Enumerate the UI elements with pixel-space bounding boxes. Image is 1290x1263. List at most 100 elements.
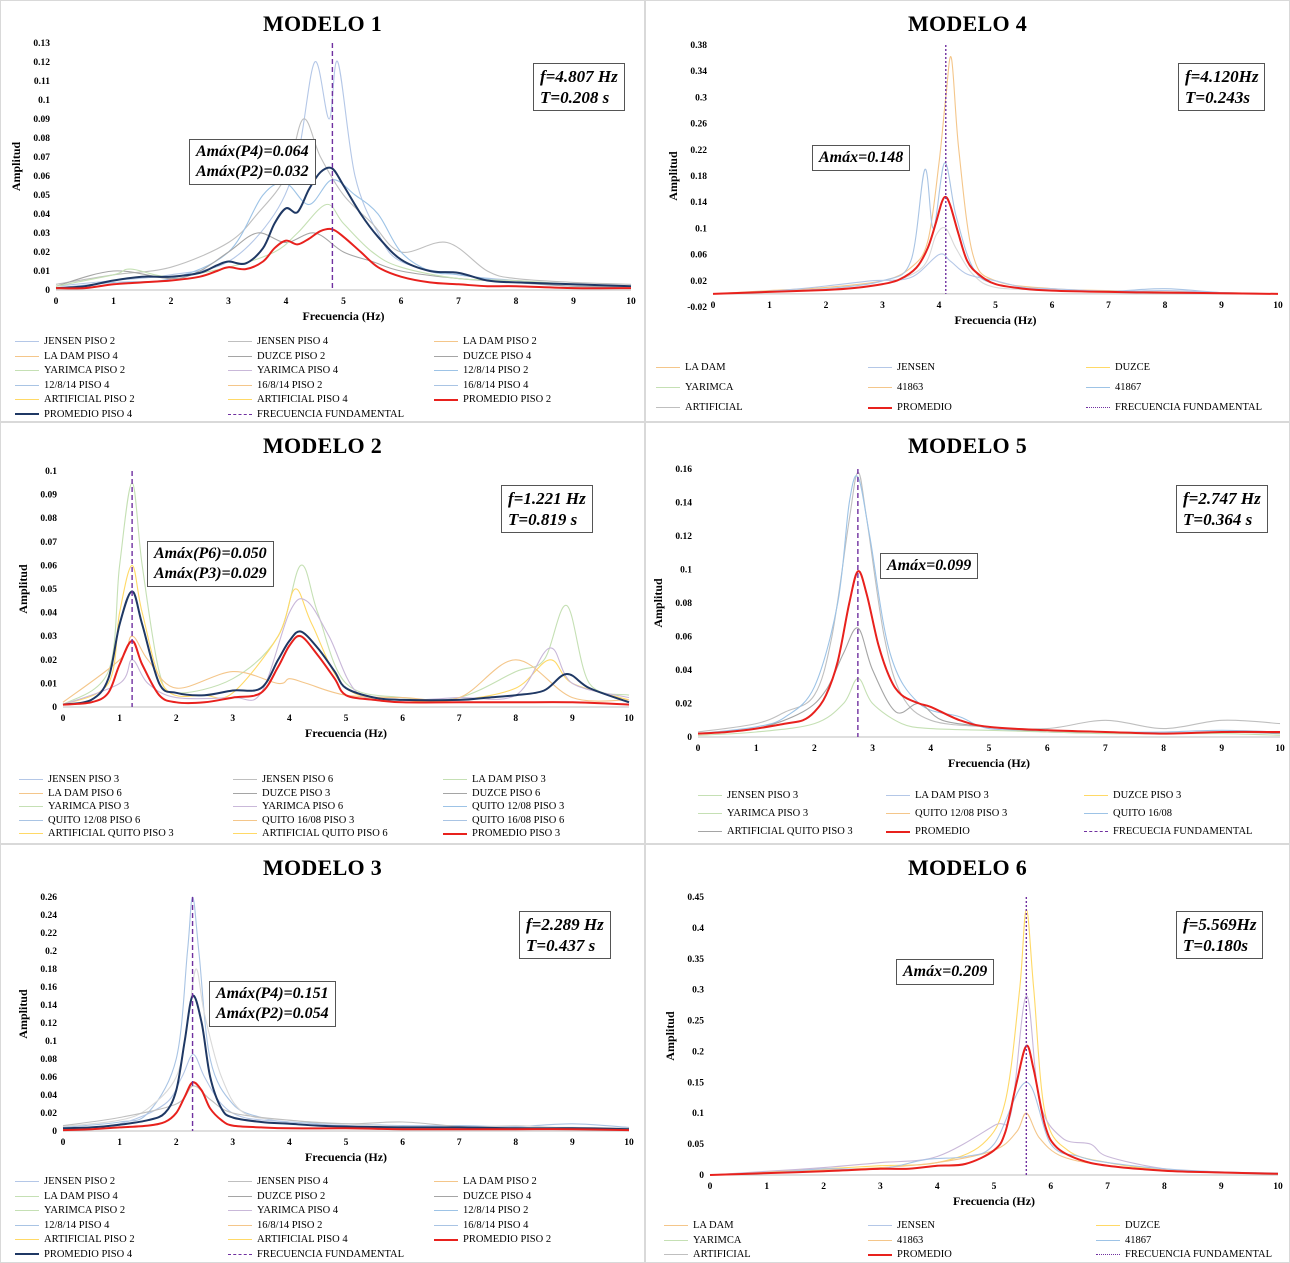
chart-panel-modelo-2: MODELO 2 0 0.01 0.02 0.03 0.04 0.05 0.06 0.07 0.… xyxy=(0,422,645,844)
legend-swatch xyxy=(15,1195,39,1197)
amax-label-1: Amáx=0.209 xyxy=(903,963,988,980)
x-tick-label: 5 xyxy=(344,714,349,724)
amax-box: Amáx=0.209 xyxy=(896,959,995,985)
legend-item: LA DAM xyxy=(656,361,726,374)
x-tick-label: 0 xyxy=(61,714,66,724)
x-tick-label: 4 xyxy=(937,301,942,311)
legend-label: DUZCE xyxy=(1115,362,1150,373)
series-line-record xyxy=(62,482,630,706)
legend-swatch xyxy=(1086,367,1110,368)
series-line-promedio xyxy=(697,570,1281,735)
legend-swatch xyxy=(443,806,467,807)
legend-swatch xyxy=(228,399,252,400)
x-tick-label: 7 xyxy=(457,1138,462,1148)
legend-swatch xyxy=(233,819,257,821)
legend-swatch xyxy=(228,413,252,415)
amax-label-1: Amáx(P4)=0.151 xyxy=(216,985,329,1002)
legend-item: PROMEDIO xyxy=(886,825,970,838)
legend-swatch xyxy=(19,779,43,780)
x-axis-title: Frecuencia (Hz) xyxy=(954,313,1036,327)
y-tick-label: 0.45 xyxy=(687,893,704,903)
legend-label: JENSEN PISO 4 xyxy=(257,336,329,347)
legend-swatch xyxy=(15,399,39,400)
legend-label: ARTIFICIAL PISO 2 xyxy=(44,1234,135,1245)
y-tick-label: -0.02 xyxy=(687,303,707,313)
legend-item: DUZCE PISO 6 xyxy=(443,787,540,800)
y-tick-label: 0.1 xyxy=(680,566,692,576)
frequency-label: f=2.289 Hz xyxy=(526,915,604,934)
legend-label: 16/8/14 PISO 2 xyxy=(257,379,323,391)
y-axis-title: Amplitud xyxy=(16,564,30,614)
series-line-promedio xyxy=(709,1044,1279,1176)
y-tick-label: 0.06 xyxy=(33,172,50,182)
legend-item: JENSEN PISO 4 xyxy=(228,1175,328,1188)
legend-item: LA DAM PISO 6 xyxy=(19,787,122,800)
x-tick-label: 1 xyxy=(767,301,772,311)
legend-item: LA DAM xyxy=(664,1219,734,1232)
x-tick-label: 2 xyxy=(812,744,817,754)
legend-label: PROMEDIO xyxy=(897,402,952,413)
y-tick-label: 0.01 xyxy=(40,679,57,689)
legend-label: DUZCE PISO 2 xyxy=(257,1190,326,1202)
legend-swatch xyxy=(228,355,252,357)
x-tick-label: 6 xyxy=(400,714,405,724)
legend-swatch xyxy=(868,367,892,368)
y-tick-label: 0.06 xyxy=(675,633,692,643)
legend-label: 12/8/14 PISO 2 xyxy=(463,1205,529,1216)
legend-item: QUITO 16/08 xyxy=(1084,807,1172,820)
legend-swatch xyxy=(233,833,257,834)
legend-label: JENSEN xyxy=(897,1220,935,1231)
legend-swatch xyxy=(434,1238,458,1241)
legend-label: PROMEDIO PISO 4 xyxy=(44,408,133,420)
x-tick-label: 4 xyxy=(287,1138,292,1148)
legend-item: ARTIFICIAL xyxy=(664,1248,751,1261)
legend-item: 41867 xyxy=(1096,1234,1151,1247)
legend-item: DUZCE PISO 3 xyxy=(1084,789,1181,802)
legend-label: JENSEN xyxy=(897,362,935,373)
legend-item: PROMEDIO xyxy=(868,401,952,414)
x-tick-label: 1 xyxy=(754,744,759,754)
legend-item: 41863 xyxy=(868,1234,923,1247)
legend-label: LA DAM PISO 2 xyxy=(463,336,537,347)
legend-swatch xyxy=(1096,1225,1120,1226)
legend-label: 12/8/14 PISO 4 xyxy=(44,379,110,391)
legend-swatch xyxy=(1084,813,1108,814)
series-line-record xyxy=(62,1085,630,1129)
x-tick-label: 9 xyxy=(570,1138,575,1148)
y-axis-title: Amplitud xyxy=(666,151,680,201)
y-tick-label: 0.14 xyxy=(40,1001,57,1011)
legend-item: ARTIFICIAL PISO 2 xyxy=(15,393,135,406)
x-axis-title: Frecuencia (Hz) xyxy=(953,1194,1035,1208)
legend-swatch xyxy=(434,384,458,386)
legend-swatch xyxy=(443,819,467,821)
y-tick-label: 0.07 xyxy=(33,153,50,163)
legend-label: LA DAM PISO 4 xyxy=(44,350,118,362)
y-tick-label: 0.1 xyxy=(38,96,50,106)
legend-label: JENSEN PISO 3 xyxy=(727,790,799,801)
legend-item: JENSEN PISO 2 xyxy=(15,335,115,348)
y-tick-label: 0.07 xyxy=(40,538,57,548)
chart-plot: 0 0.02 0.04 0.06 0.08 0.1 0.12 0.14 0.16 0 1 2 3 4 5 6 7… xyxy=(651,465,1285,770)
legend-label: YARIMCA PISO 4 xyxy=(257,365,339,376)
legend-label: YARIMCA PISO 2 xyxy=(44,1205,126,1216)
series-line-promedio xyxy=(712,195,1279,295)
y-tick-label: 0.05 xyxy=(687,1140,704,1150)
y-tick-label: 0.22 xyxy=(690,146,707,156)
legend-item: PROMEDIO PISO 4 xyxy=(15,1248,132,1261)
series-line-promedio xyxy=(62,1081,630,1132)
y-tick-label: 0 xyxy=(52,1127,57,1137)
legend-label: PROMEDIO xyxy=(897,1249,952,1260)
x-tick-label: 6 xyxy=(1048,1182,1053,1192)
legend-swatch xyxy=(656,387,680,388)
x-tick-label: 4 xyxy=(287,714,292,724)
legend-item: JENSEN xyxy=(868,1219,935,1232)
legend-swatch xyxy=(228,341,252,342)
series-line-record xyxy=(62,564,630,706)
y-tick-label: 0.18 xyxy=(40,965,57,975)
legend-item: QUITO 12/08 PISO 3 xyxy=(886,807,1007,820)
x-tick-label: 9 xyxy=(1219,744,1224,754)
x-tick-label: 2 xyxy=(169,297,174,307)
y-axis-title: Amplitud xyxy=(663,1011,677,1061)
legend-label: JENSEN PISO 4 xyxy=(257,1176,329,1187)
legend-item: 12/8/14 PISO 4 xyxy=(15,379,109,392)
